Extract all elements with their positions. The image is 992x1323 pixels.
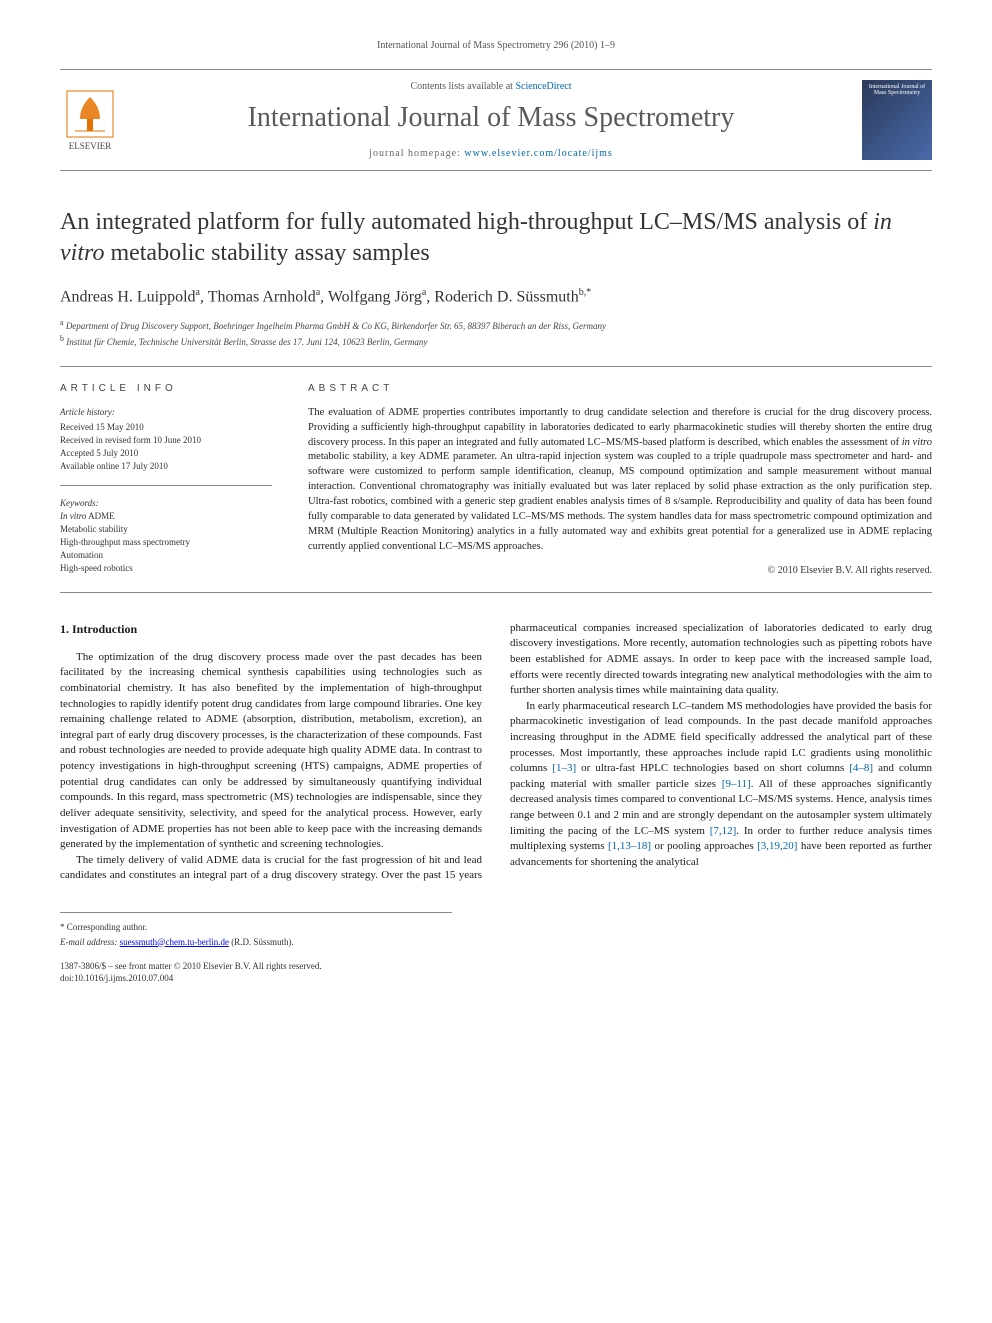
- journal-cover-thumbnail: International Journal of Mass Spectromet…: [862, 80, 932, 160]
- citation-link[interactable]: [4–8]: [849, 762, 873, 774]
- email-tail: (R.D. Süssmuth).: [229, 937, 294, 947]
- journal-masthead: ELSEVIER Contents lists available at Sci…: [60, 69, 932, 171]
- title-part-2: metabolic stability assay samples: [104, 240, 429, 266]
- citation-link[interactable]: [3,19,20]: [757, 840, 797, 852]
- corresponding-label: * Corresponding author.: [60, 921, 452, 934]
- abstract-label: abstract: [308, 383, 932, 394]
- masthead-center: Contents lists available at ScienceDirec…: [120, 81, 862, 159]
- affiliation-line: a Department of Drug Discovery Support, …: [60, 317, 932, 334]
- corresponding-email-line: E-mail address: suessmuth@chem.tu-berlin…: [60, 936, 452, 949]
- article-info-label: article info: [60, 383, 272, 394]
- email-label: E-mail address:: [60, 937, 120, 947]
- homepage-link[interactable]: www.elsevier.com/locate/ijms: [464, 148, 612, 159]
- article-info-column: article info Article history: Received 1…: [60, 367, 290, 592]
- publisher-name: ELSEVIER: [69, 141, 112, 151]
- issn-line: 1387-3806/$ – see front matter © 2010 El…: [60, 960, 452, 972]
- keyword: High-throughput mass spectrometry: [60, 536, 272, 549]
- abstract-copyright: © 2010 Elsevier B.V. All rights reserved…: [308, 565, 932, 576]
- citation-link[interactable]: [7,12]: [710, 825, 737, 837]
- contents-prefix: Contents lists available at: [410, 81, 515, 92]
- section-heading-1: 1. Introduction: [60, 621, 482, 638]
- citation-link[interactable]: [9–11]: [722, 778, 751, 790]
- title-part-1: An integrated platform for fully automat…: [60, 209, 873, 235]
- paragraph-1: The optimization of the drug discovery p…: [60, 650, 482, 853]
- sciencedirect-link[interactable]: ScienceDirect: [515, 81, 571, 92]
- doi-line: doi:10.1016/j.ijms.2010.07.004: [60, 972, 452, 984]
- abstract-post: metabolic stability, a key ADME paramete…: [308, 451, 932, 551]
- keywords-list: In vitro ADMEMetabolic stabilityHigh-thr…: [60, 510, 272, 575]
- history-label: Article history:: [60, 406, 272, 419]
- homepage-prefix: journal homepage:: [369, 148, 464, 159]
- keyword: Automation: [60, 549, 272, 562]
- keyword: High-speed robotics: [60, 562, 272, 575]
- abstract-column: abstract The evaluation of ADME properti…: [290, 367, 932, 592]
- keywords-label: Keywords:: [60, 498, 272, 508]
- affiliation-line: b Institut für Chemie, Technische Univer…: [60, 333, 932, 350]
- keyword: In vitro ADME: [60, 510, 272, 523]
- citation-link[interactable]: [1–3]: [552, 762, 576, 774]
- abstract-pre: The evaluation of ADME properties contri…: [308, 407, 932, 448]
- contents-line: Contents lists available at ScienceDirec…: [120, 81, 862, 92]
- info-abstract-row: article info Article history: Received 1…: [60, 366, 932, 593]
- abstract-italic: in vitro: [902, 437, 932, 448]
- body-text: 1. Introduction The optimization of the …: [60, 621, 932, 884]
- author-list: Andreas H. Luippolda, Thomas Arnholda, W…: [60, 287, 932, 306]
- article-title: An integrated platform for fully automat…: [60, 207, 932, 269]
- homepage-line: journal homepage: www.elsevier.com/locat…: [120, 148, 862, 159]
- keyword: Metabolic stability: [60, 523, 272, 536]
- doi-block: 1387-3806/$ – see front matter © 2010 El…: [60, 960, 452, 984]
- elsevier-tree-icon: [65, 89, 115, 139]
- article-history: Article history: Received 15 May 2010Rec…: [60, 406, 272, 486]
- paragraph-3: In early pharmaceutical research LC–tand…: [510, 699, 932, 871]
- corresponding-author-footer: * Corresponding author. E-mail address: …: [60, 912, 452, 984]
- abstract-text: The evaluation of ADME properties contri…: [308, 406, 932, 555]
- history-line: Received 15 May 2010: [60, 421, 272, 434]
- history-line: Accepted 5 July 2010: [60, 447, 272, 460]
- affiliations: a Department of Drug Discovery Support, …: [60, 317, 932, 350]
- running-header: International Journal of Mass Spectromet…: [60, 40, 932, 51]
- citation-link[interactable]: [1,13–18]: [608, 840, 651, 852]
- author-email-link[interactable]: suessmuth@chem.tu-berlin.de: [120, 937, 229, 947]
- history-line: Received in revised form 10 June 2010: [60, 434, 272, 447]
- cover-label: International Journal of Mass Spectromet…: [866, 84, 928, 96]
- publisher-logo: ELSEVIER: [60, 85, 120, 155]
- journal-title: International Journal of Mass Spectromet…: [120, 102, 862, 134]
- history-line: Available online 17 July 2010: [60, 460, 272, 473]
